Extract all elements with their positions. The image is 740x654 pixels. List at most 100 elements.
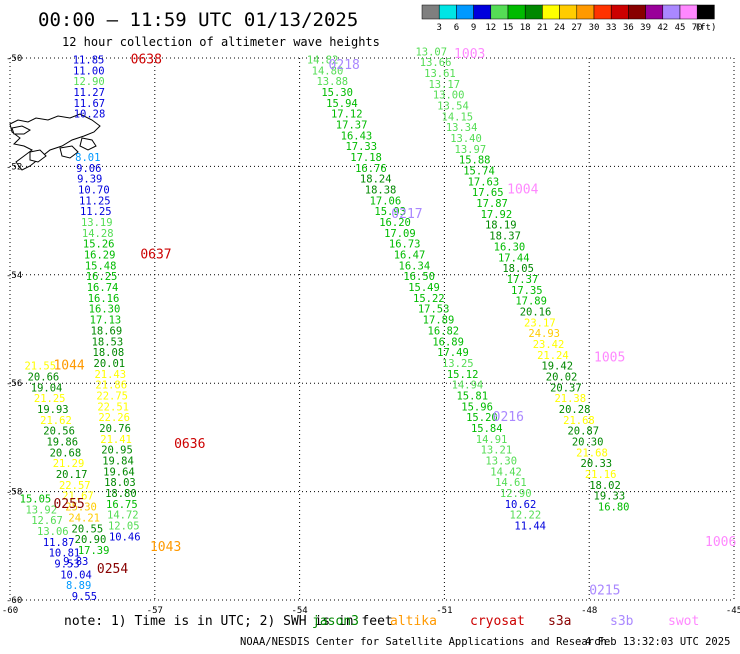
legend-s3b: s3b [610, 614, 634, 629]
pass-time-label: 1003 [454, 47, 485, 62]
colorbar-swatch [645, 4, 664, 20]
y-tick-label: -54 [6, 271, 22, 281]
wave-height-value: 22.75 [96, 390, 128, 402]
wave-height-value: 20.01 [94, 358, 126, 370]
pass-time-label: 0217 [391, 207, 422, 222]
wave-height-value: 10.04 [60, 569, 92, 581]
wave-height-value: 17.92 [481, 209, 513, 221]
wave-height-value: 16.76 [355, 163, 387, 175]
wave-height-value: 15.12 [447, 369, 479, 381]
wave-height-value: 10.70 [78, 185, 110, 197]
wave-height-value: 20.95 [101, 445, 133, 457]
wave-height-value: 15.20 [466, 412, 498, 424]
wave-height-value: 20.37 [550, 382, 582, 394]
wave-height-value: 14.80 [312, 65, 344, 77]
colorbar-label: 12 [485, 23, 496, 33]
pass-time-label: 0637 [140, 248, 171, 263]
pass-time-label: 0218 [329, 58, 360, 73]
wave-height-value: 18.19 [485, 220, 517, 232]
wave-height-value: 21.67 [62, 491, 94, 503]
wave-height-value: 16.75 [106, 499, 138, 511]
wave-height-value: 17.18 [350, 152, 382, 164]
wave-height-value: 10.46 [109, 531, 141, 543]
colorbar-label: 45 [675, 23, 686, 33]
pass-time-label: 0638 [131, 52, 162, 67]
satellite-legend: jason3 altika cryosat s3a s3b swot [312, 614, 699, 629]
wave-height-value: 13.66 [420, 57, 452, 69]
pass-time-labels: 0638 0637 0636 1044 1043 0255 0254 0218 0217 0216… [53, 47, 736, 599]
colorbar-label: 15 [503, 23, 514, 33]
wave-height-value: 16.73 [389, 239, 421, 251]
wave-height-value: 16.30 [494, 241, 526, 253]
colorbar-label: 3 [436, 23, 441, 33]
wave-height-value: 9.83 [63, 556, 88, 568]
wave-height-value: 21.55 [24, 361, 56, 373]
wave-height-value: 18.37 [489, 231, 521, 243]
wave-height-value: 15.22 [413, 293, 445, 305]
wave-height-value: 20.16 [520, 306, 552, 318]
wave-height-value: 14.15 [442, 111, 474, 123]
colorbar-label: 33 [606, 23, 617, 33]
wave-height-value: 11.44 [514, 521, 546, 533]
wave-height-value: 16.47 [394, 250, 426, 262]
pass-time-label: 0636 [174, 437, 205, 452]
wave-height-value: 14.28 [82, 228, 114, 240]
wave-height-value: 17.09 [384, 228, 416, 240]
wave-height-value: 16.34 [399, 260, 431, 272]
wave-height-value: 12.05 [108, 521, 140, 533]
colorbar-swatch [456, 4, 474, 20]
colorbar-swatch [473, 4, 492, 20]
pass-time-label: 0216 [493, 410, 524, 425]
pass-time-label: 1006 [705, 535, 736, 550]
wave-height-value: 18.03 [104, 477, 136, 489]
wave-height-value: 12.90 [500, 488, 532, 500]
colorbar: 3 6 9 12 15 18 21 24 27 30 33 36 39 42 45 70(ft) [421, 4, 716, 33]
wave-height-value: 15.49 [408, 282, 440, 294]
chart-title: 00:00 – 11:59 UTC 01/13/2025 [38, 9, 358, 31]
pass-time-label: 0215 [589, 584, 620, 599]
colorbar-label: 24 [554, 23, 565, 33]
wave-height-value: 21.41 [100, 434, 132, 446]
colorbar-label: 9 [471, 23, 476, 33]
wave-height-value: 17.87 [476, 198, 508, 210]
satellite-tracks: 11.8511.0012.9011.2711.6710.288.019.069.… [20, 46, 630, 603]
wave-height-value: 17.39 [78, 545, 110, 557]
wave-height-value: 13.17 [428, 79, 460, 91]
wave-height-value: 18.69 [91, 325, 123, 337]
wave-height-value: 22.26 [98, 412, 130, 424]
wave-height-value: 19.64 [103, 466, 135, 478]
wave-height-value: 17.33 [345, 141, 377, 153]
wave-height-value: 20.17 [56, 469, 88, 481]
wave-height-value: 20.90 [75, 534, 107, 546]
wave-height-value: 22.57 [59, 480, 91, 492]
x-tick-label: -57 [147, 606, 163, 616]
pass-time-label: 1004 [507, 183, 538, 198]
wave-height-value: 13.30 [485, 456, 517, 468]
wave-height-value: 17.37 [336, 119, 368, 131]
wave-height-value: 16.25 [86, 271, 118, 283]
wave-height-value: 14.82 [307, 54, 339, 66]
wave-height-value: 9.53 [54, 558, 79, 570]
wave-height-value: 23.17 [524, 317, 556, 329]
colorbar-swatch [507, 4, 526, 20]
wave-height-value: 13.88 [316, 76, 348, 88]
wave-height-value: 11.87 [43, 537, 75, 549]
colorbar-label: 27 [571, 23, 582, 33]
wave-height-value: 17.89 [423, 315, 455, 327]
wave-height-value: 13.61 [424, 68, 456, 80]
colorbar-swatch [490, 4, 509, 20]
wave-height-value: 17.35 [511, 285, 543, 297]
wave-height-value: 20.28 [559, 404, 591, 416]
wave-height-value: 16.30 [89, 304, 121, 316]
wave-height-value: 19.04 [31, 382, 63, 394]
legend-altika: altika [390, 614, 437, 629]
graticule [9, 57, 735, 601]
colorbar-label: 70 [692, 23, 703, 33]
wave-height-value: 16.50 [403, 271, 435, 283]
wave-height-value: 18.38 [365, 185, 397, 197]
wave-height-value: 16.74 [87, 282, 119, 294]
wave-height-value: 20.30 [572, 437, 604, 449]
wave-height-value: 15.81 [456, 390, 488, 402]
wave-height-value: 12.90 [73, 76, 105, 88]
